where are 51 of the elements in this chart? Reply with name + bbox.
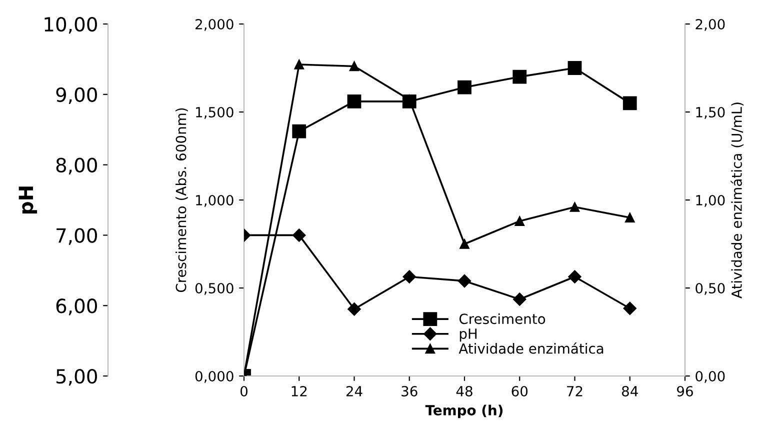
- y3-tick-label: 9,00: [56, 87, 97, 104]
- y2-tick-label: 0,50: [696, 282, 725, 295]
- y3-tick-label: 5,00: [56, 368, 97, 386]
- point: [622, 96, 637, 110]
- legend-label: Crescimento: [459, 313, 546, 324]
- x-tick-label: 96: [677, 386, 693, 396]
- x-tick-label: 72: [567, 386, 582, 396]
- y3-tick-label: 8,00: [56, 158, 97, 174]
- point: [623, 302, 636, 316]
- x-tick-label: 36: [402, 386, 418, 396]
- y2-tick-label: 0,00: [696, 370, 725, 383]
- y3-tick-label: 7,00: [56, 228, 97, 245]
- y3-axis-title: pH: [18, 186, 38, 214]
- y-tick-label: 0,500: [195, 282, 234, 295]
- y2-tick-label: 1,50: [696, 106, 725, 119]
- point: [568, 270, 582, 284]
- y-axis-title: Crescimento (Abs. 600nm): [176, 108, 188, 292]
- x-tick-label: 24: [346, 386, 362, 396]
- x-tick-label: 48: [456, 386, 472, 396]
- y2-axis-title: Atividade enzimática (U/mL): [730, 102, 744, 298]
- point: [568, 61, 582, 75]
- x-tick-label: 84: [622, 386, 638, 396]
- y2-tick-label: 2,00: [696, 18, 725, 31]
- x-tick-label: 12: [292, 386, 307, 396]
- y-tick-label: 0,000: [195, 370, 234, 383]
- point: [512, 70, 527, 84]
- x-tick-label: 0: [240, 386, 248, 396]
- x-tick-label: 60: [512, 386, 528, 396]
- point: [292, 124, 306, 138]
- x-axis-title: Tempo (h): [425, 404, 503, 418]
- point: [347, 94, 362, 108]
- point: [294, 60, 304, 70]
- legend-label: Atividade enzimática: [458, 342, 604, 354]
- point: [514, 216, 524, 226]
- y3-tick-label: 10,00: [44, 16, 97, 34]
- point: [625, 212, 635, 222]
- y2-tick-label: 1,00: [696, 194, 725, 207]
- legend-label: pH: [460, 328, 477, 342]
- y-tick-label: 2,000: [196, 18, 234, 31]
- y3-tick-label: 6,00: [56, 298, 97, 316]
- y-tick-label: 1,500: [196, 106, 234, 119]
- point: [458, 80, 472, 94]
- point: [458, 274, 472, 288]
- point: [292, 228, 306, 242]
- point: [513, 292, 526, 306]
- point: [402, 270, 416, 284]
- point: [460, 239, 470, 249]
- point: [348, 302, 361, 316]
- point: [570, 202, 580, 212]
- point: [349, 61, 360, 72]
- y-tick-label: 1,000: [196, 194, 234, 207]
